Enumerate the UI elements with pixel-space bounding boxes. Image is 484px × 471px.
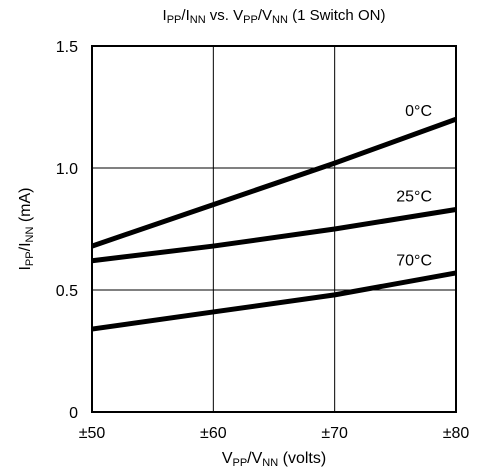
- x-tick-label: ±80: [443, 425, 470, 442]
- series-line: [91, 207, 457, 264]
- series-label: 70°C: [396, 252, 432, 269]
- series-label: 25°C: [396, 188, 432, 205]
- y-axis-label: IPP/INN (mA): [17, 187, 36, 270]
- series-group: [91, 116, 457, 332]
- plot-frame: [91, 45, 457, 413]
- y-tick-label: 1.0: [56, 161, 78, 178]
- series-labels: 0°C 25°C 70°C: [396, 103, 432, 269]
- chart-title: IPP/INN vs. VPP/VNN (1 Switch ON): [163, 7, 386, 26]
- x-tick-label: ±70: [321, 425, 348, 442]
- grid: [92, 46, 456, 412]
- y-tick-label: 0: [69, 405, 78, 422]
- series-line: [91, 270, 457, 332]
- x-axis-label: VPP/VNN (volts): [222, 450, 326, 469]
- series-label: 0°C: [405, 103, 432, 120]
- y-tick-label: 1.5: [56, 39, 78, 56]
- x-tick-label: ±50: [79, 425, 106, 442]
- x-tick-label: ±60: [200, 425, 227, 442]
- tick-labels: ±50 ±60 ±70 ±80 0 0.5 1.0 1.5: [56, 39, 470, 442]
- series-line: [91, 116, 457, 249]
- y-tick-label: 0.5: [56, 283, 78, 300]
